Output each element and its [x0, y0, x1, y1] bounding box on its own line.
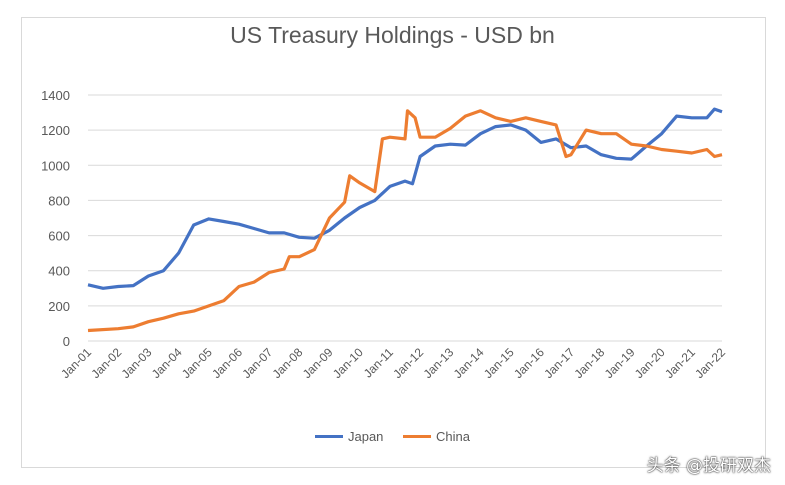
x-tick-label: Jan-18	[572, 345, 608, 381]
x-tick-label: Jan-17	[541, 345, 577, 381]
y-tick-label: 0	[63, 334, 70, 349]
legend: Japan China	[0, 426, 785, 444]
x-tick-label: Jan-20	[632, 345, 668, 381]
x-tick-label: Jan-22	[692, 345, 728, 381]
x-tick-label: Jan-19	[602, 345, 638, 381]
x-tick-label: Jan-05	[179, 345, 215, 381]
legend-swatch	[314, 435, 343, 438]
y-tick-label: 600	[48, 229, 70, 244]
x-tick-label: Jan-03	[119, 345, 155, 381]
x-tick-label: Jan-04	[149, 345, 185, 381]
legend-swatch	[403, 435, 432, 438]
x-tick-label: Jan-14	[451, 345, 487, 381]
x-tick-label: Jan-16	[511, 345, 547, 381]
legend-label: China	[436, 429, 470, 444]
y-tick-label: 1000	[41, 158, 70, 173]
y-tick-label: 400	[48, 264, 70, 279]
x-tick-label: Jan-06	[209, 345, 245, 381]
x-tick-label: Jan-01	[58, 345, 94, 381]
series-line-japan	[87, 107, 723, 290]
legend-item-china: China	[403, 429, 470, 444]
series-line-china	[87, 109, 723, 333]
x-tick-label: Jan-09	[300, 345, 336, 381]
chart-frame	[21, 17, 766, 468]
x-tick-label: Jan-12	[390, 345, 426, 381]
x-tick-label: Jan-08	[270, 345, 306, 381]
legend-item-japan: Japan	[314, 429, 384, 444]
x-tick-label: Jan-10	[330, 345, 366, 381]
x-tick-label: Jan-13	[421, 345, 457, 381]
x-tick-label: Jan-21	[662, 345, 698, 381]
chart-title: US Treasury Holdings - USD bn	[230, 22, 555, 48]
x-tick-label: Jan-15	[481, 345, 517, 381]
x-tick-label: Jan-02	[88, 345, 124, 381]
y-tick-label: 800	[48, 193, 70, 208]
watermark: 头条 @投研双杰	[646, 456, 771, 476]
x-tick-label: Jan-11	[361, 345, 396, 380]
legend-label: Japan	[347, 429, 384, 444]
y-tick-label: 1400	[41, 88, 70, 103]
y-tick-label: 1200	[41, 123, 70, 138]
x-tick-label: Jan-07	[239, 345, 275, 381]
y-tick-label: 200	[48, 299, 70, 314]
